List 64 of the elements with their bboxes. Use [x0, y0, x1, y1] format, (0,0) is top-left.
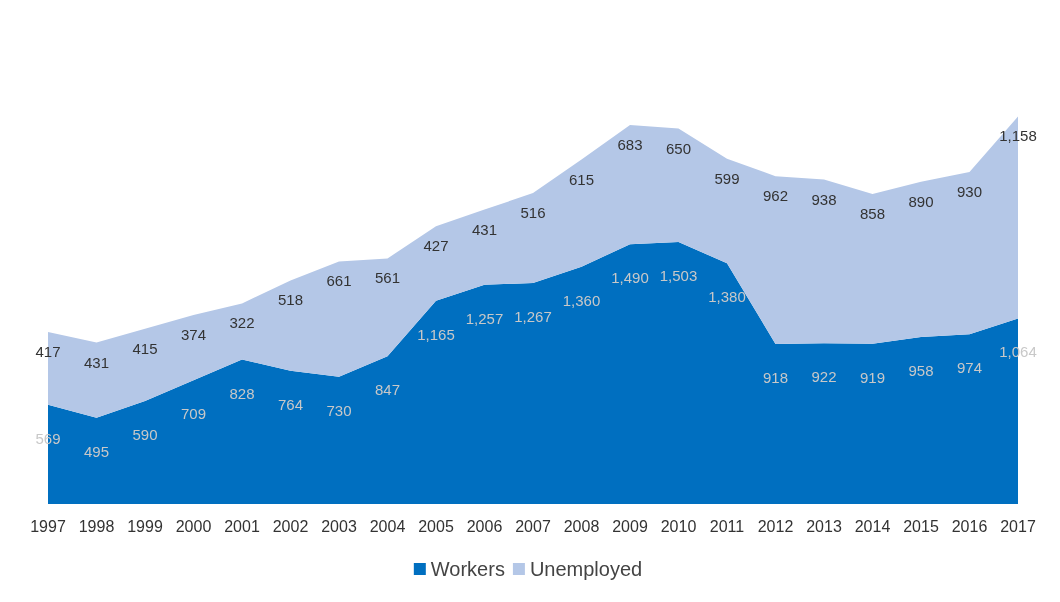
data-label: 1,158	[999, 127, 1037, 145]
data-label: 569	[35, 429, 61, 447]
data-label: 417	[35, 343, 61, 361]
data-label: 1,360	[562, 291, 601, 309]
data-label: 938	[811, 190, 837, 208]
data-label: 516	[520, 204, 546, 222]
data-label: 930	[956, 182, 983, 200]
x-tick-label: 2002	[272, 517, 309, 535]
data-label: 847	[374, 381, 401, 399]
data-label: 495	[83, 442, 110, 460]
x-tick-label: 2017	[1000, 517, 1036, 535]
data-label: 599	[714, 169, 740, 187]
x-tick-label: 1998	[78, 517, 115, 535]
data-label: 415	[132, 339, 158, 357]
data-label: 1,257	[465, 309, 504, 327]
legend-label: Workers	[430, 558, 505, 580]
data-label: 858	[859, 205, 886, 223]
data-label: 918	[762, 368, 789, 386]
data-label: 828	[229, 384, 255, 402]
data-label: 322	[229, 314, 255, 332]
x-tick-label: 2012	[757, 517, 794, 535]
data-label: 730	[326, 401, 352, 419]
data-label: 661	[326, 272, 352, 290]
data-label: 922	[811, 368, 837, 386]
data-label: 427	[423, 237, 449, 255]
x-tick-label: 2008	[563, 517, 600, 535]
legend-label: Unemployed	[529, 558, 643, 580]
data-label: 683	[617, 136, 643, 154]
x-tick-label: 2005	[418, 517, 454, 535]
data-label: 890	[908, 192, 934, 210]
data-label: 958	[908, 361, 934, 379]
data-label: 709	[180, 405, 207, 423]
data-label: 919	[859, 368, 886, 386]
data-label: 764	[277, 395, 304, 413]
x-tick-label: 2004	[369, 517, 406, 535]
data-label: 1,267	[514, 308, 552, 326]
data-label: 431	[83, 353, 110, 371]
data-label: 650	[665, 139, 692, 157]
data-label: 1,490	[611, 269, 649, 287]
data-label: 1,503	[659, 266, 698, 284]
x-tick-label: 2006	[466, 517, 503, 535]
x-tick-label: 2009	[612, 517, 648, 535]
x-tick-label: 1999	[127, 517, 163, 535]
data-label: 974	[956, 359, 983, 377]
x-tick-label: 1997	[30, 517, 66, 535]
x-tick-label: 2000	[175, 517, 212, 535]
x-tick-label: 2011	[709, 517, 745, 535]
x-tick-label: 2007	[515, 517, 551, 535]
x-tick-label: 2014	[854, 517, 891, 535]
x-tick-label: 2010	[660, 517, 697, 535]
x-tick-label: 2003	[321, 517, 357, 535]
x-tick-label: 2015	[903, 517, 939, 535]
data-label: 590	[132, 426, 158, 444]
data-label: 1,165	[417, 325, 455, 343]
data-label: 1,380	[708, 288, 746, 306]
data-label: 561	[374, 269, 401, 287]
x-tick-label: 2001	[224, 517, 260, 535]
data-label: 518	[277, 291, 304, 309]
data-label: 962	[762, 187, 789, 205]
x-tick-label: 2013	[806, 517, 842, 535]
data-label: 374	[180, 326, 207, 344]
x-tick-label: 2016	[951, 517, 988, 535]
data-label: 431	[471, 220, 498, 238]
data-label: 615	[568, 170, 595, 188]
